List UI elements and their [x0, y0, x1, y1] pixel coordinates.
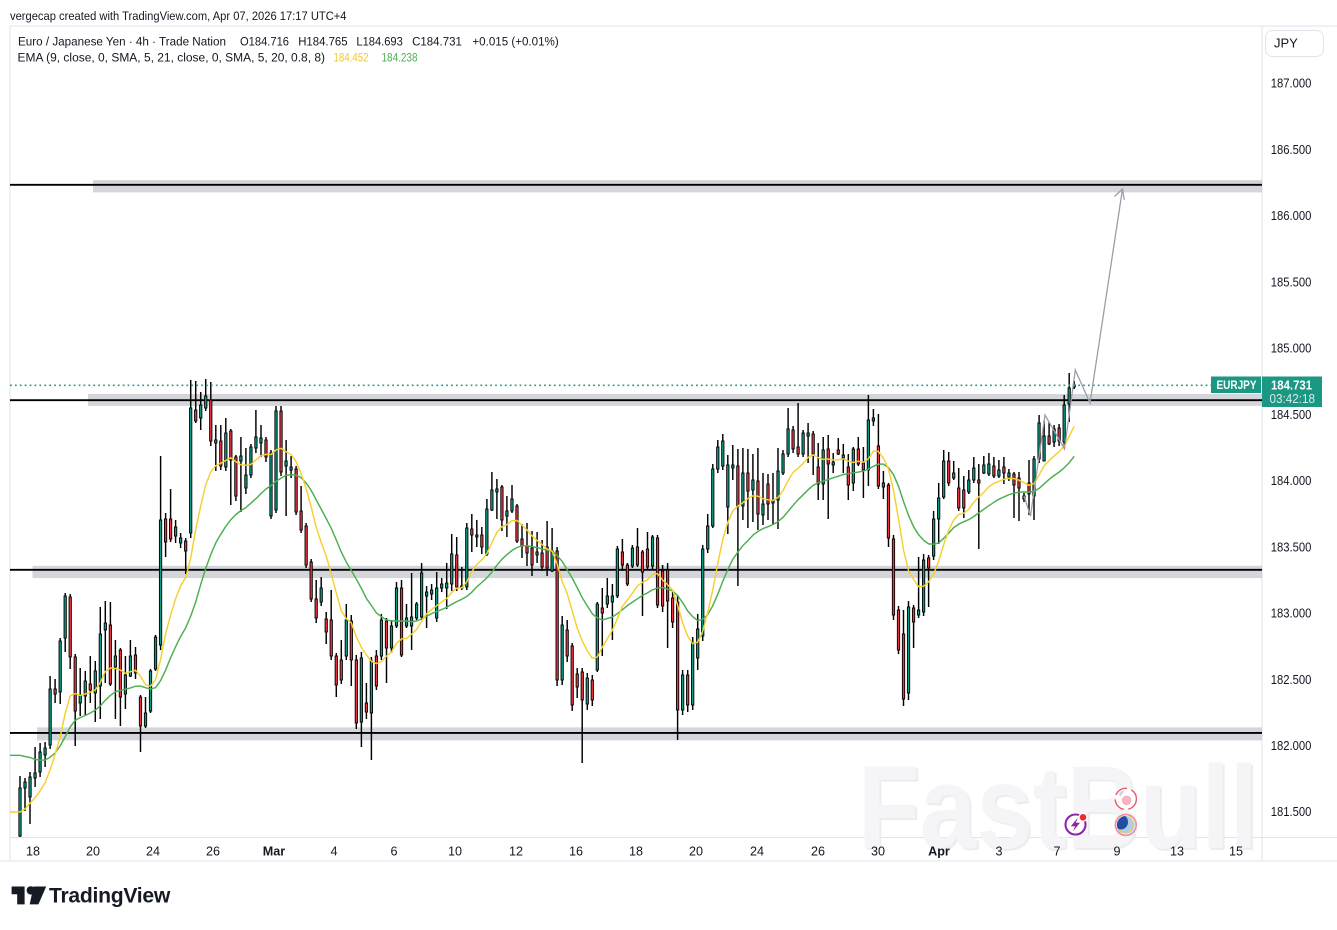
- svg-text:Apr: Apr: [928, 844, 950, 858]
- svg-text:24: 24: [146, 844, 160, 858]
- svg-text:H184.765: H184.765: [298, 35, 348, 49]
- svg-text:O184.716: O184.716: [240, 35, 289, 49]
- svg-text:10: 10: [448, 844, 462, 858]
- svg-text:16: 16: [569, 844, 583, 858]
- svg-text:JPY: JPY: [1274, 36, 1298, 51]
- svg-text:184.452: 184.452: [334, 50, 369, 64]
- svg-text:12: 12: [509, 844, 523, 858]
- svg-text:185.500: 185.500: [1271, 275, 1312, 289]
- svg-text:24: 24: [750, 844, 764, 858]
- svg-text:C184.731: C184.731: [412, 35, 462, 49]
- svg-text:EURJPY: EURJPY: [1217, 378, 1257, 392]
- svg-text:184.238: 184.238: [382, 50, 418, 64]
- svg-text:187.000: 187.000: [1271, 77, 1312, 91]
- svg-text:3: 3: [995, 844, 1002, 858]
- svg-text:Euro / Japanese Yen · 4h · Tra: Euro / Japanese Yen · 4h · Trade Nation: [18, 35, 226, 49]
- svg-text:18: 18: [629, 844, 643, 858]
- svg-text:Mar: Mar: [263, 844, 285, 858]
- svg-text:6: 6: [390, 844, 397, 858]
- svg-text:20: 20: [86, 844, 100, 858]
- svg-text:184.000: 184.000: [1271, 474, 1312, 488]
- svg-text:26: 26: [811, 844, 825, 858]
- svg-text:26: 26: [206, 844, 220, 858]
- svg-text:15: 15: [1229, 844, 1243, 858]
- svg-text:L184.693: L184.693: [356, 35, 403, 49]
- svg-text:FastBull: FastBull: [858, 742, 1258, 874]
- svg-text:4: 4: [330, 844, 337, 858]
- svg-text:182.500: 182.500: [1271, 673, 1312, 687]
- svg-text:FastBull: FastBull: [860, 744, 1260, 876]
- svg-text:03:42:18: 03:42:18: [1270, 392, 1316, 406]
- svg-text:183.500: 183.500: [1271, 540, 1312, 554]
- svg-text:186.500: 186.500: [1271, 143, 1312, 157]
- svg-text:18: 18: [26, 844, 40, 858]
- svg-text:186.000: 186.000: [1271, 209, 1312, 223]
- svg-text:20: 20: [689, 844, 703, 858]
- svg-text:184.731: 184.731: [1271, 379, 1312, 393]
- svg-text:vergecap created with TradingV: vergecap created with TradingView.com, A…: [10, 9, 347, 23]
- svg-text:13: 13: [1170, 844, 1184, 858]
- svg-text:184.500: 184.500: [1271, 408, 1312, 422]
- svg-text:+0.015 (+0.01%): +0.015 (+0.01%): [472, 35, 558, 49]
- svg-text:182.000: 182.000: [1271, 739, 1312, 753]
- svg-text:EMA (9, close, 0, SMA, 5, 21,: EMA (9, close, 0, SMA, 5, 21, close, 0, …: [18, 50, 326, 64]
- svg-text:9: 9: [1113, 844, 1120, 858]
- svg-text:30: 30: [871, 844, 885, 858]
- svg-text:7: 7: [1053, 844, 1060, 858]
- svg-text:181.500: 181.500: [1271, 805, 1312, 819]
- svg-text:TradingView: TradingView: [49, 884, 171, 908]
- svg-text:183.000: 183.000: [1271, 607, 1312, 621]
- svg-text:185.000: 185.000: [1271, 342, 1312, 356]
